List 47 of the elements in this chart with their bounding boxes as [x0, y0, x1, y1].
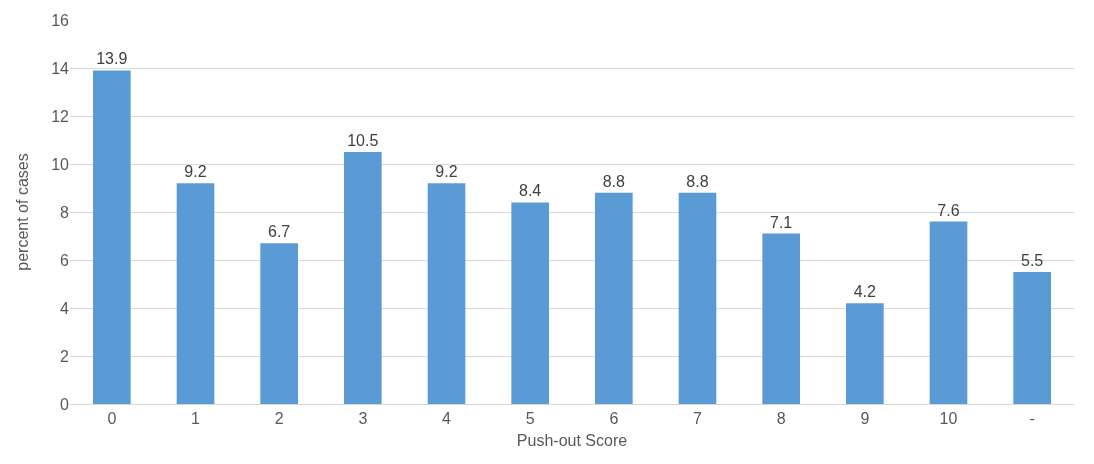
data-label: 4.2: [853, 283, 877, 301]
x-tick-label: -: [1029, 410, 1035, 428]
data-label: 8.8: [602, 172, 626, 190]
bar: [427, 183, 466, 404]
data-label: 7.1: [769, 213, 793, 231]
bar: [176, 183, 215, 404]
y-tick-label: 12: [51, 107, 70, 125]
y-tick-label: 8: [60, 203, 70, 221]
bar: [678, 192, 717, 404]
y-axis-title: percent of cases: [14, 153, 31, 271]
data-label: 9.2: [435, 163, 458, 181]
data-label: 8.8: [686, 172, 709, 190]
y-tick-label: 4: [60, 299, 70, 317]
x-tick-label: 2: [274, 410, 284, 428]
y-tick-label: 16: [51, 11, 70, 29]
bar: [344, 152, 382, 404]
y-tick-label: 14: [51, 59, 70, 77]
x-tick-label: 8: [776, 410, 786, 428]
bar: [846, 303, 884, 404]
bar: [929, 221, 968, 404]
x-tick-label: 5: [525, 410, 535, 428]
x-tick-label: 0: [107, 410, 117, 428]
data-label: 13.9: [96, 50, 128, 68]
data-label: 5.5: [1020, 252, 1044, 269]
data-label: 7.6: [937, 201, 960, 219]
bar: [511, 202, 549, 404]
y-tick-label: 2: [60, 347, 70, 365]
y-tick-label: 6: [60, 251, 70, 269]
data-label: 9.2: [184, 163, 207, 181]
x-tick-label: 1: [191, 410, 201, 428]
bar: [762, 233, 800, 404]
x-tick-label: 9: [860, 410, 870, 428]
bar: [260, 243, 298, 404]
data-label: 8.4: [518, 182, 542, 200]
x-axis-title: Push-out Score: [516, 431, 628, 449]
bar: [1013, 272, 1051, 404]
x-tick-label: 6: [609, 410, 619, 428]
bar: [93, 70, 131, 404]
y-tick-label: 10: [51, 155, 70, 173]
bar: [595, 192, 633, 404]
x-tick-label: 7: [693, 410, 703, 428]
data-label: 10.5: [347, 132, 379, 149]
x-tick-label: 3: [358, 410, 368, 428]
y-tick-label: 0: [60, 395, 70, 413]
x-tick-label: 4: [442, 410, 452, 428]
x-tick-label: 10: [939, 410, 958, 428]
data-label: 6.7: [267, 223, 291, 241]
